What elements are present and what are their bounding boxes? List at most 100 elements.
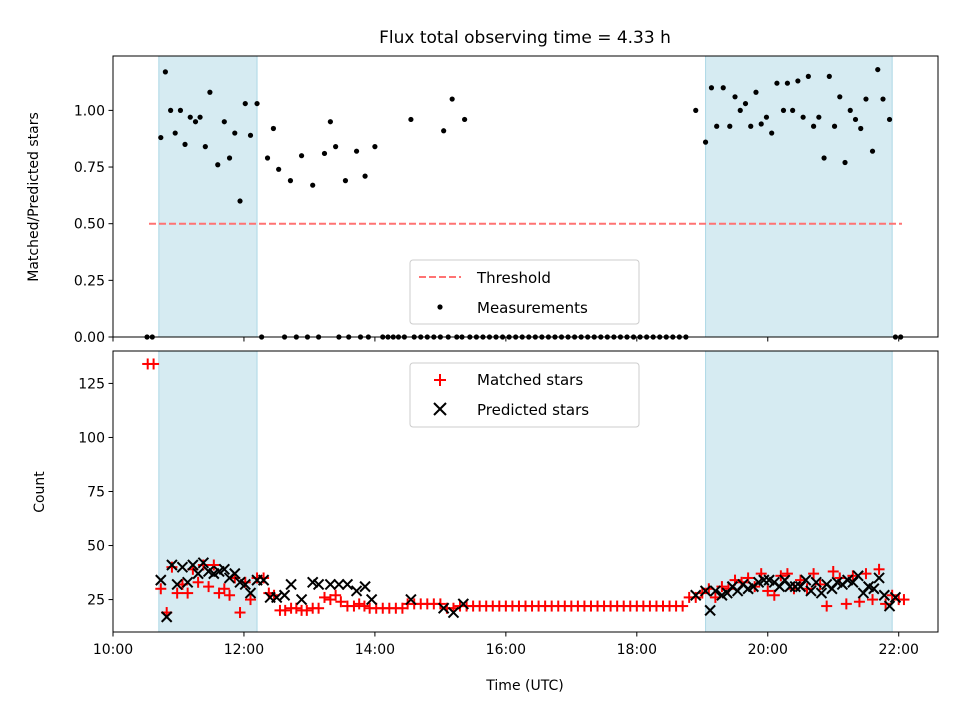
predicted-stars-point: [218, 563, 231, 576]
matched-stars-point: [330, 589, 342, 601]
measurements-point: [858, 125, 864, 132]
matched-stars-point: [814, 578, 826, 590]
x-tick-label: 14:00: [355, 642, 395, 658]
measurements-point: [886, 116, 893, 123]
matched-stars-point: [234, 607, 246, 619]
measurements-point: [192, 119, 199, 125]
predicted-stars-point: [815, 587, 828, 599]
matched-stars-point: [192, 576, 204, 588]
matched-stars-point: [171, 587, 183, 599]
measurements-point: [831, 123, 838, 129]
measurements-point: [207, 89, 213, 95]
matched-stars-point: [840, 598, 852, 610]
chart-title: Flux total observing time = 4.33 h: [379, 28, 671, 48]
x-tick-label: 20:00: [748, 642, 788, 658]
predicted-stars-point: [405, 593, 417, 606]
matched-stars-point: [279, 604, 291, 616]
measurements-point: [168, 107, 174, 113]
measurements-point: [842, 159, 848, 166]
predicted-stars-point: [187, 559, 199, 571]
measurements-point: [197, 114, 203, 120]
matched-stars-point: [290, 602, 302, 614]
measurements-point: [287, 178, 294, 184]
measurements-point: [172, 130, 178, 136]
predicted-stars-point: [270, 591, 283, 604]
matched-stars-point: [873, 563, 885, 575]
matched-stars-point: [742, 572, 754, 584]
predicted-stars-point: [800, 574, 812, 586]
measurements-point: [158, 134, 164, 141]
measurements-point: [805, 73, 811, 79]
predicted-stars-point: [181, 576, 194, 588]
measurements-point: [321, 150, 328, 157]
predicted-stars-point: [690, 589, 702, 601]
legend-matched-swatch: [434, 374, 446, 386]
measurements-point: [162, 69, 168, 75]
matched-stars-point: [245, 594, 256, 606]
predicted-stars-point: [805, 585, 817, 597]
legend-threshold-label: Threshold: [476, 269, 551, 287]
y-tick-label: 0.25: [74, 273, 105, 289]
predicted-stars-point: [285, 578, 297, 591]
measurements-point: [247, 132, 254, 138]
measurements-point: [232, 130, 238, 136]
measurements-point: [270, 125, 277, 132]
measurements-point: [187, 114, 193, 120]
measurements-point: [758, 121, 764, 127]
predicted-stars-point: [341, 578, 354, 591]
matched-stars-point: [898, 594, 910, 606]
measurements-point: [816, 114, 822, 120]
measurements-point: [837, 94, 843, 100]
matched-stars-point: [313, 602, 325, 614]
matched-stars-point: [716, 581, 728, 593]
y-tick-label: 1.00: [74, 103, 105, 119]
measurements-point: [810, 123, 817, 129]
x-tick-label: 22:00: [879, 642, 919, 658]
predicted-stars-point: [699, 585, 712, 597]
matched-stars-point: [208, 559, 220, 571]
measurements-point: [869, 148, 876, 154]
measurements-point: [880, 96, 886, 102]
measurements-point: [362, 173, 368, 179]
predicted-stars-point: [192, 567, 204, 580]
measurements-point: [847, 107, 853, 113]
predicted-stars-point: [155, 574, 167, 586]
predicted-stars-point: [704, 604, 716, 617]
legend-predicted-label: Predicted stars: [477, 401, 589, 419]
measurements-point: [720, 85, 726, 91]
measurements-point: [462, 116, 468, 123]
measurements-point: [774, 80, 780, 86]
observing-span-1: [158, 55, 258, 338]
measurements-point: [327, 119, 333, 125]
measurements-point: [353, 148, 360, 154]
legend-matched-label: Matched stars: [477, 371, 583, 389]
count-legend: Matched stars Predicted stars: [409, 362, 640, 428]
matched-stars-point: [197, 559, 209, 571]
x-tick-label: 10:00: [93, 642, 133, 658]
x-tick-label: 12:00: [224, 642, 264, 658]
matched-stars-point: [867, 594, 879, 606]
measurements-point: [226, 155, 233, 161]
measurements-point: [254, 100, 260, 107]
matched-stars-point: [348, 600, 360, 612]
matched-stars-point: [318, 591, 330, 603]
predicted-stars-point: [257, 574, 270, 586]
ratio-legend: Threshold Measurements: [409, 259, 640, 325]
matched-stars-point: [353, 598, 365, 610]
predicted-stars-point: [889, 591, 902, 604]
measurements-point: [276, 166, 282, 172]
measurements-point: [748, 123, 754, 129]
measurements-point: [372, 144, 378, 150]
predicted-stars-point: [239, 578, 251, 591]
matched-stars-point: [821, 600, 833, 612]
legend-predicted-swatch: [433, 402, 447, 416]
matched-stars-point: [358, 600, 370, 612]
measurements-point: [221, 119, 227, 125]
x-tick-label: 18:00: [617, 642, 657, 658]
measurements-point: [742, 100, 749, 107]
matched-stars-point: [155, 583, 167, 595]
predicted-stars-point: [784, 580, 796, 593]
matched-stars-point: [182, 587, 194, 599]
predicted-stars-point: [333, 578, 345, 591]
